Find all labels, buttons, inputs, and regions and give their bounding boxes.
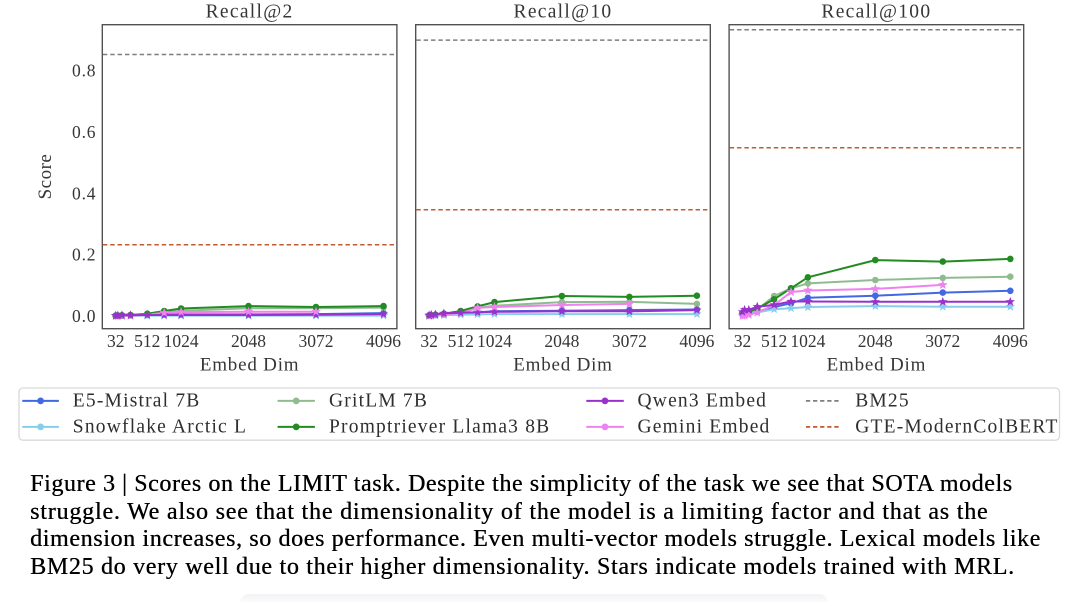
svg-text:2048: 2048: [544, 331, 579, 351]
svg-text:32: 32: [420, 331, 438, 351]
svg-text:512: 512: [448, 331, 474, 351]
svg-text:2048: 2048: [858, 331, 893, 351]
svg-text:Gemini Embed: Gemini Embed: [638, 417, 771, 438]
svg-text:1024: 1024: [164, 331, 199, 351]
svg-text:2048: 2048: [231, 331, 266, 351]
svg-text:4096: 4096: [366, 331, 401, 351]
svg-text:E5-Mistral 7B: E5-Mistral 7B: [73, 391, 201, 412]
svg-text:GTE-ModernColBERT: GTE-ModernColBERT: [855, 417, 1058, 438]
svg-text:Promptriever Llama3 8B: Promptriever Llama3 8B: [329, 417, 550, 438]
svg-text:Embed Dim: Embed Dim: [200, 354, 300, 375]
svg-text:0.8: 0.8: [72, 61, 96, 81]
svg-text:32: 32: [734, 331, 752, 351]
svg-text:0.4: 0.4: [72, 183, 96, 203]
svg-text:Qwen3 Embed: Qwen3 Embed: [638, 391, 768, 412]
svg-text:Embed Dim: Embed Dim: [827, 354, 927, 375]
svg-text:0.2: 0.2: [72, 245, 96, 265]
svg-text:Score: Score: [35, 154, 56, 200]
svg-text:0.6: 0.6: [72, 122, 96, 142]
svg-text:512: 512: [134, 331, 160, 351]
svg-text:Snowflake Arctic L: Snowflake Arctic L: [73, 417, 247, 438]
svg-text:3072: 3072: [612, 331, 647, 351]
svg-text:4096: 4096: [679, 331, 714, 351]
svg-text:Recall@100: Recall@100: [821, 2, 931, 23]
svg-text:4096: 4096: [993, 331, 1028, 351]
svg-text:BM25: BM25: [855, 391, 910, 412]
svg-text:1024: 1024: [790, 331, 825, 351]
svg-text:GritLM 7B: GritLM 7B: [329, 391, 428, 412]
svg-text:1024: 1024: [477, 331, 512, 351]
svg-text:Recall@2: Recall@2: [206, 2, 294, 23]
svg-text:32: 32: [107, 331, 125, 351]
svg-text:512: 512: [761, 331, 787, 351]
svg-text:3072: 3072: [925, 331, 960, 351]
svg-text:Recall@10: Recall@10: [514, 2, 613, 23]
svg-text:0.0: 0.0: [72, 306, 96, 326]
svg-text:Embed Dim: Embed Dim: [513, 354, 613, 375]
svg-text:3072: 3072: [299, 331, 334, 351]
